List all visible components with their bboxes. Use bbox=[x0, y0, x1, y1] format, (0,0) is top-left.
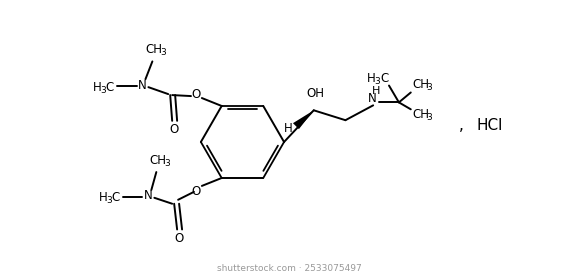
Text: O: O bbox=[191, 185, 201, 198]
Text: C: C bbox=[112, 191, 120, 204]
Text: CH: CH bbox=[412, 108, 429, 121]
Text: C: C bbox=[380, 72, 388, 85]
Text: 3: 3 bbox=[100, 86, 106, 95]
Text: 3: 3 bbox=[427, 83, 432, 92]
Text: H: H bbox=[98, 191, 108, 204]
Text: CH: CH bbox=[412, 78, 429, 91]
Text: HCl: HCl bbox=[477, 118, 503, 133]
Text: H: H bbox=[372, 87, 380, 97]
Text: O: O bbox=[175, 232, 184, 245]
Text: 3: 3 bbox=[164, 159, 170, 168]
Text: CH: CH bbox=[150, 154, 167, 167]
Text: N: N bbox=[138, 79, 147, 92]
Text: 3: 3 bbox=[160, 48, 166, 57]
Text: 3: 3 bbox=[427, 113, 432, 122]
Text: shutterstock.com · 2533075497: shutterstock.com · 2533075497 bbox=[217, 264, 361, 273]
Text: 3: 3 bbox=[374, 77, 380, 86]
Text: N: N bbox=[368, 92, 376, 105]
Text: C: C bbox=[106, 81, 114, 94]
Text: N: N bbox=[144, 189, 153, 202]
Polygon shape bbox=[293, 110, 314, 129]
Text: H: H bbox=[284, 122, 292, 135]
Text: H: H bbox=[92, 81, 101, 94]
Text: OH: OH bbox=[307, 87, 325, 100]
Text: H: H bbox=[367, 72, 376, 85]
Text: CH: CH bbox=[146, 43, 163, 56]
Text: ,: , bbox=[459, 118, 464, 133]
Text: O: O bbox=[191, 88, 201, 101]
Text: O: O bbox=[169, 123, 179, 136]
Text: 3: 3 bbox=[106, 196, 112, 205]
